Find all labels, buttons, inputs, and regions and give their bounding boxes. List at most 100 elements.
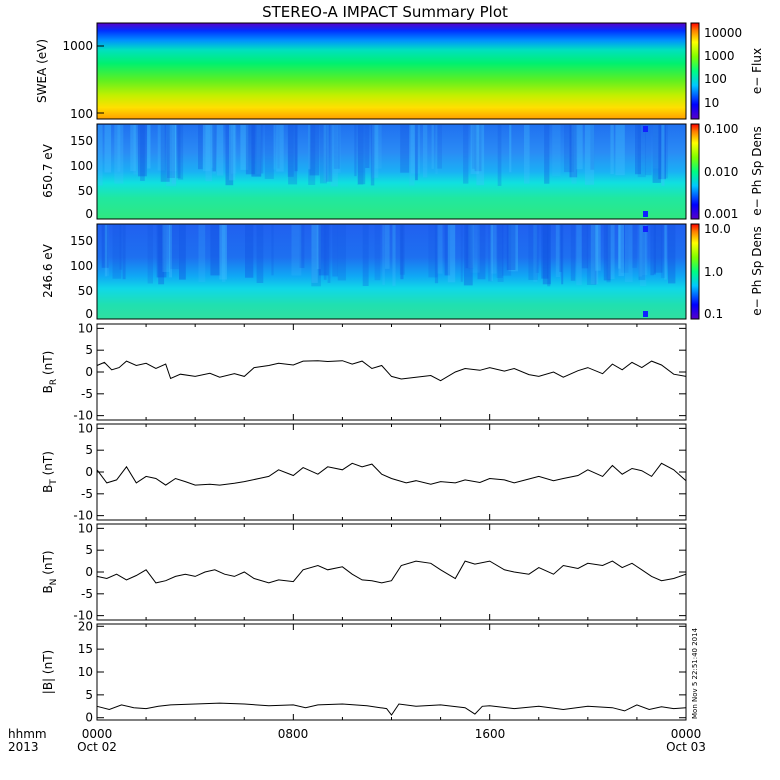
br-ytick-label: 0	[85, 365, 93, 379]
pad650-stripes	[98, 125, 668, 217]
spectrogram-streak	[323, 225, 327, 280]
spectrogram-streak	[358, 125, 366, 185]
bn-ylabel: BN (nT)	[41, 550, 59, 593]
spectrogram-streak	[171, 125, 177, 184]
generation-timestamp: Mon Nov 5 22:51:40 2014	[691, 627, 699, 719]
br-ytick-label: 5	[85, 343, 93, 357]
spectrogram-streak	[251, 125, 262, 177]
spectrogram-streak	[477, 225, 486, 280]
pad246-ytick-100: 100	[70, 259, 93, 273]
spectrogram-streak	[117, 125, 121, 172]
bn-ytick-label: 10	[78, 521, 93, 535]
br-trace	[96, 360, 687, 382]
spectrogram-streak	[101, 225, 109, 268]
bn-ytick-label: -5	[81, 587, 93, 601]
spectrogram-dropout	[643, 211, 648, 217]
pad650-ytick-150: 150	[70, 134, 93, 148]
spectrogram-streak	[337, 125, 341, 173]
pad246-ytick-150: 150	[70, 234, 93, 248]
spectrogram-streak	[133, 125, 138, 175]
spectrogram-streak	[508, 225, 518, 272]
spectrogram-dropout	[643, 226, 648, 232]
pad650-ytick-100: 100	[70, 159, 93, 173]
pad650-cbar-tick-0.001: 0.001	[704, 207, 738, 221]
spectrogram-streak	[392, 225, 396, 286]
spectrogram-streak	[650, 225, 654, 276]
spectrogram-streak	[288, 125, 298, 185]
panel-bn: 10 5 0 -5 -10 BN (nT)	[41, 521, 687, 623]
bt-trace	[96, 462, 687, 486]
spectrogram-streak	[308, 125, 316, 185]
bmag-ytick-label: 0	[85, 711, 93, 725]
spectrogram-streak	[535, 225, 539, 273]
plot-title: STEREO-A IMPACT Summary Plot	[262, 3, 508, 21]
bt-ylabel: BT (nT)	[41, 451, 59, 493]
pad650-cbar-label: e− Ph Sp Dens	[750, 126, 764, 215]
spectrogram-streak	[468, 225, 474, 268]
bt-ytick-label: 0	[85, 465, 93, 479]
spectrogram-streak	[415, 125, 418, 181]
spectrogram-streak	[229, 125, 236, 181]
pad650-cbar-tick-0.010: 0.010	[704, 165, 738, 179]
spectrogram-streak	[595, 225, 601, 271]
spectrogram-streak	[179, 225, 186, 280]
spectrogram-streak	[569, 125, 578, 178]
spectrogram-streak	[463, 225, 473, 286]
spectrogram-streak	[637, 125, 646, 178]
spectrogram-streak	[653, 225, 656, 275]
spectrogram-streak	[245, 225, 254, 278]
time-tick-0800: 0800	[278, 727, 309, 741]
spectrogram-streak	[561, 225, 564, 285]
spectrogram-streak	[158, 225, 165, 285]
spectrogram-streak	[497, 225, 504, 282]
spectrogram-dropout	[643, 311, 648, 317]
bt-ytick-label: 5	[85, 443, 93, 457]
magnetic-field-panels: 10 5 0 -5 -10 BR (nT) 10 5 0 -5 -10 BT (nT) 10 5 0 -5 -1…	[41, 321, 687, 725]
spectrogram-streak	[431, 125, 434, 169]
spectrogram-streak	[324, 125, 328, 181]
spectrogram-streak	[590, 125, 595, 170]
panel-bmag: 20 15 10 5 0 |B| (nT)	[41, 619, 687, 725]
spectrogram-streak	[471, 125, 476, 169]
spectrogram-streak	[664, 225, 667, 280]
spectrogram-streak	[436, 225, 443, 274]
swea-ytick-100: 100	[70, 107, 93, 121]
spectrogram-streak	[547, 225, 551, 287]
spectrogram-streak	[642, 225, 648, 276]
panel-swea: SWEA (eV) 1000 100 10000 1000 100 10 e− …	[35, 22, 764, 121]
spectrogram-streak	[434, 225, 439, 284]
spectrogram-streak	[661, 125, 665, 186]
spectrogram-streak	[264, 125, 274, 179]
spectrogram-streak	[166, 125, 177, 187]
spectrogram-streak	[216, 125, 224, 176]
pad650-spectrogram	[97, 124, 686, 219]
spectrogram-streak	[230, 125, 237, 174]
spectrogram-streak	[606, 225, 611, 283]
spectrogram-streak	[594, 225, 598, 285]
spectrogram-streak	[256, 225, 264, 283]
panel-bt: 10 5 0 -5 -10 BT (nT)	[41, 421, 687, 523]
spectrogram-streak	[147, 225, 153, 284]
spectrogram-streak	[105, 225, 110, 276]
swea-cbar-label: e− Flux	[750, 48, 764, 94]
spectrogram-streak	[210, 225, 221, 276]
time-tick-0000-end: 0000	[671, 727, 702, 741]
spectrogram-streak	[323, 125, 329, 183]
bn-trace	[96, 560, 687, 584]
spectrogram-streak	[470, 225, 480, 273]
spectrogram-streak	[291, 225, 302, 276]
time-tick-1600: 1600	[475, 727, 506, 741]
spectrogram-streak	[357, 125, 364, 185]
spectrogram-streak	[98, 125, 103, 186]
spectrogram-streak	[654, 225, 663, 273]
spectrogram-streak	[370, 125, 375, 186]
bt-ytick-label: 10	[78, 421, 93, 435]
spectrogram-streak	[435, 125, 438, 174]
spectrogram-streak	[382, 225, 385, 285]
pad650-colorbar	[690, 123, 700, 220]
spectrogram-streak	[316, 225, 321, 270]
spectrogram-streak	[167, 125, 175, 178]
br-ytick-label: -5	[81, 387, 93, 401]
time-axis: hhmm 2013 0000 Oct 02 0800 1600 0000 Oct…	[8, 727, 706, 754]
